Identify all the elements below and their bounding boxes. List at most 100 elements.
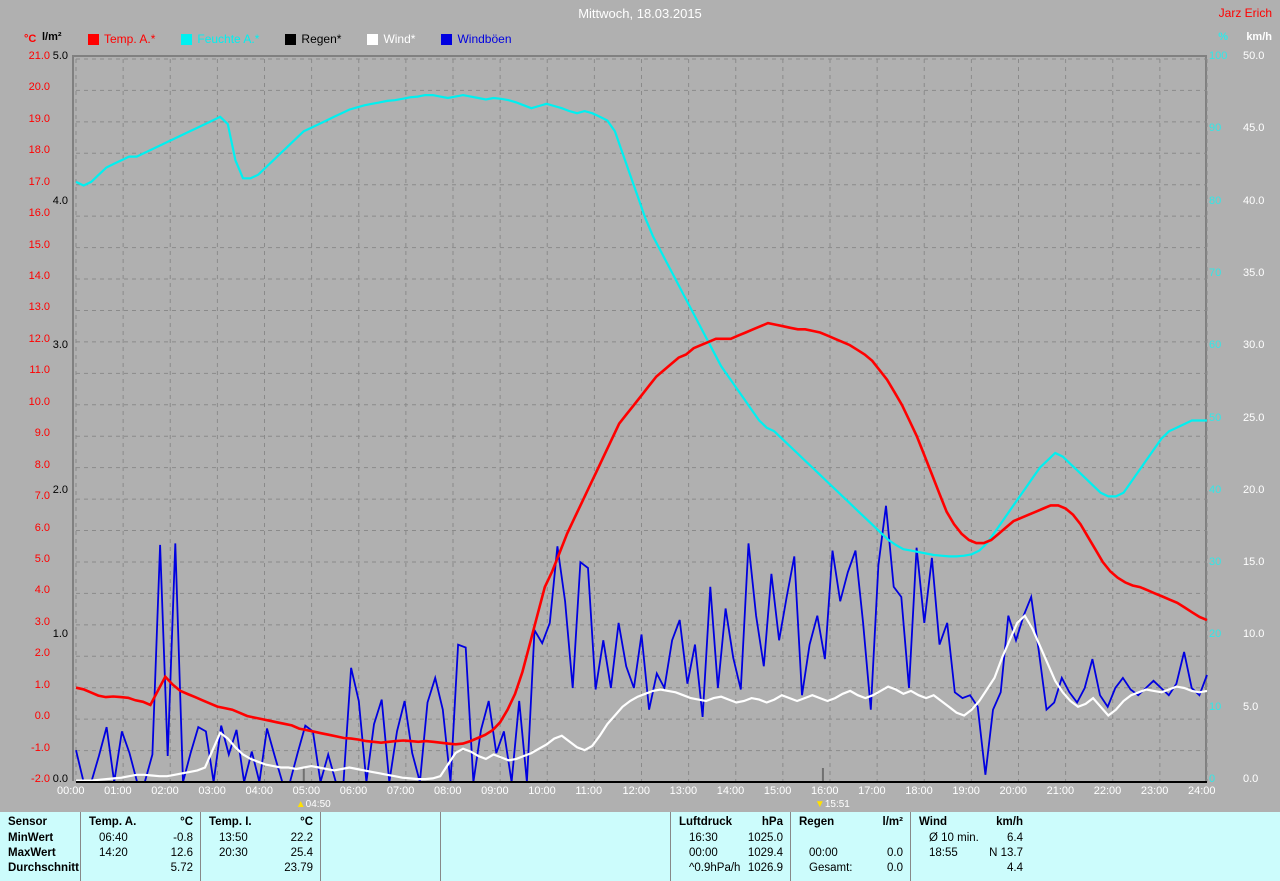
table-cell-value: 5.72 [170, 862, 193, 874]
series-wind [76, 613, 1208, 782]
legend-item-0[interactable]: Temp. A.* [88, 32, 155, 46]
tick-time: 14:00 [716, 785, 745, 797]
table-header-label: Temp. I. [209, 816, 252, 828]
tick-rain: 0.0 [52, 773, 68, 785]
table-cell-value: 6.4 [1007, 832, 1023, 844]
tick-time: 17:00 [858, 785, 886, 797]
legend-label: Windböen [457, 32, 512, 46]
tick-wind: 15.0 [1243, 556, 1265, 569]
tick-temp: 1.0 [34, 678, 50, 691]
tick-temp: 7.0 [34, 490, 50, 503]
tick-humidity: 60 [1209, 339, 1222, 352]
axis-title-humidity: % [1218, 31, 1228, 43]
table-header-unit: l/m² [882, 816, 903, 828]
tick-temp: 20.0 [28, 81, 50, 94]
table-cell-value: 1029.4 [747, 847, 783, 859]
table-cell-value: 23.79 [284, 862, 313, 874]
sun-icon: ▼ [814, 799, 825, 810]
table-header-label: Regen [799, 816, 835, 828]
tick-humidity: 30 [1209, 556, 1222, 569]
legend-item-2[interactable]: Regen* [285, 32, 341, 46]
tick-time: 15:00 [763, 785, 792, 797]
tick-temp: 10.0 [28, 395, 50, 408]
tick-temp: 5.0 [34, 552, 50, 565]
tick-humidity: 0 [1209, 773, 1216, 785]
tick-time: 07:00 [386, 785, 415, 797]
tick-time: 19:00 [952, 785, 980, 797]
table-cell-value: N 13.7 [989, 847, 1023, 859]
table-cell-value: 1025.0 [747, 832, 783, 844]
table-cell-label: Gesamt: [809, 862, 853, 874]
tick-time: 21:00 [1046, 785, 1075, 797]
tick-rain: 5.0 [52, 50, 68, 62]
series-feuchtea [75, 93, 1207, 558]
tick-temp: 21.0 [28, 50, 50, 62]
tick-temp: 17.0 [28, 175, 50, 188]
table-cell-value: 1026.9 [747, 862, 783, 874]
tick-humidity: 90 [1209, 122, 1222, 135]
table-cell-label: Ø 10 min. [929, 832, 979, 844]
tick-time: 22:00 [1093, 785, 1122, 797]
legend-swatch-icon [88, 33, 99, 45]
table-cell-label: MinWert [8, 832, 54, 844]
tick-temp: 0.0 [34, 710, 50, 723]
tick-time: 01:00 [104, 785, 132, 797]
legend-item-4[interactable]: Windböen [441, 32, 512, 46]
tick-humidity: 70 [1209, 266, 1222, 279]
table-cell-value: 4.4 [1007, 862, 1023, 874]
legend-label: Temp. A.* [104, 32, 156, 46]
tick-temp: 18.0 [28, 144, 50, 157]
tick-wind: 5.0 [1243, 700, 1259, 713]
tick-time: 13:00 [669, 785, 698, 797]
table-cell-label: 13:50 [219, 832, 248, 844]
tick-humidity: 40 [1209, 483, 1222, 496]
table-header-label: Sensor [8, 816, 47, 828]
table-cell-value: -0.8 [173, 832, 193, 844]
series-tempa [75, 321, 1208, 746]
tick-temp: 9.0 [34, 427, 50, 440]
tick-wind: 20.0 [1243, 483, 1265, 496]
table-cell-label: 16:30 [689, 832, 718, 844]
table-cell-label: 00:00 [809, 847, 838, 859]
tick-time: 05:00 [292, 785, 321, 797]
legend-swatch-icon [367, 33, 379, 45]
tick-wind: 30.0 [1243, 339, 1265, 352]
tick-humidity: 100 [1209, 50, 1228, 62]
table-cell-value: 22.2 [290, 832, 313, 844]
table-header-label: Luftdruck [679, 816, 733, 828]
legend-swatch-icon [285, 33, 297, 45]
tick-temp: -1.0 [31, 741, 50, 754]
tick-temp: 12.0 [28, 332, 50, 345]
tick-temp: 6.0 [34, 521, 50, 534]
tick-time: 16:00 [811, 785, 839, 797]
axis-title-wind: km/h [1246, 31, 1272, 43]
tick-wind: 35.0 [1243, 266, 1265, 279]
table-header-unit: °C [180, 816, 193, 828]
tick-humidity: 10 [1209, 700, 1222, 713]
table-header-unit: km/h [996, 816, 1023, 828]
tick-humidity: 20 [1209, 628, 1222, 641]
legend-label: Feuchte A.* [197, 32, 260, 46]
tick-temp: 19.0 [28, 112, 50, 125]
table-cell-label: 14:20 [99, 847, 128, 859]
tick-wind: 25.0 [1243, 411, 1265, 424]
tick-rain: 2.0 [52, 483, 68, 496]
table-cell-label: Durchschnitt [8, 862, 79, 874]
tick-time: 23:00 [1140, 785, 1169, 797]
axis-title-temp: °C [24, 33, 37, 45]
tick-wind: 0.0 [1243, 773, 1259, 785]
table-divider [670, 812, 671, 881]
tick-time: 18:00 [905, 785, 933, 797]
tick-temp: 15.0 [28, 238, 50, 251]
legend-item-1[interactable]: Feuchte A.* [181, 32, 259, 46]
legend-item-3[interactable]: Wind* [367, 32, 415, 46]
table-cell-value: 12.6 [170, 847, 193, 859]
tick-temp: -2.0 [31, 773, 50, 785]
table-header-unit: hPa [761, 816, 783, 828]
table-divider [440, 812, 441, 881]
tick-time: 08:00 [434, 785, 462, 797]
station-owner: Jarz Erich [1218, 6, 1272, 20]
tick-temp: 8.0 [34, 458, 50, 471]
chart-legend: Temp. A.* Feuchte A.* Regen* Wind* Windböen [88, 31, 538, 47]
table-cell-value: 0.0 [887, 862, 903, 874]
